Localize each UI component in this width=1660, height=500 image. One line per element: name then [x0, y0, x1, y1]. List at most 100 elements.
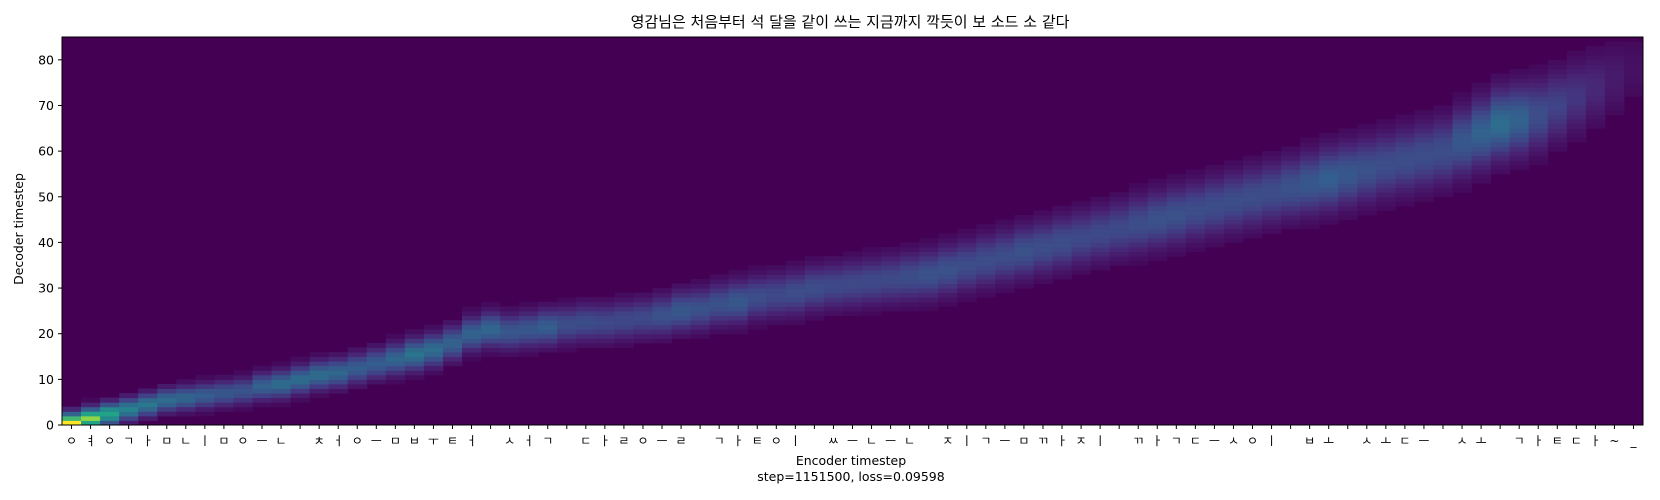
heatmap-cell	[652, 320, 673, 326]
heatmap-cell	[1262, 215, 1282, 221]
heatmap-cell	[1433, 192, 1454, 198]
heatmap-cell	[957, 246, 977, 253]
heatmap-cell	[290, 365, 311, 371]
heatmap-cell	[1433, 160, 1454, 166]
x-axis: ㅇㅕㅇㄱㅏㅁㄴㅣㅁㅇㅡㄴ ㅊㅓㅇㅡㅁㅂㅜㅌㅓ ㅅㅓㄱ ㄷㅏㄹㅇㅡㄹ ㄱㅏㅌㅇㅣ …	[66, 425, 1637, 448]
heatmap-cell	[1204, 187, 1225, 193]
heatmap-cell	[938, 301, 958, 307]
heatmap-cell	[1566, 64, 1587, 70]
heatmap-cell	[1185, 187, 1206, 193]
heatmap-cell	[462, 324, 482, 330]
heatmap-cell	[1071, 205, 1092, 211]
heatmap-cell	[481, 333, 501, 339]
heatmap-cell	[481, 351, 501, 358]
heatmap-cell	[862, 297, 882, 303]
heatmap-cell	[1281, 187, 1301, 193]
heatmap-cell	[1566, 119, 1587, 125]
heatmap-cell	[290, 393, 311, 399]
heatmap-cell	[976, 224, 996, 230]
heatmap-cell	[1490, 105, 1511, 111]
heatmap-cell	[823, 283, 844, 289]
heatmap-cell	[1166, 251, 1187, 257]
heatmap-cell	[290, 374, 311, 380]
heatmap-cell	[1033, 274, 1054, 280]
heatmap-cell	[1300, 141, 1320, 148]
heatmap-cell	[1490, 82, 1511, 88]
heatmap-cell	[252, 393, 273, 399]
heatmap-cell	[385, 333, 406, 339]
heatmap-cell	[919, 278, 939, 284]
x-tick-label: ㅇ	[771, 434, 782, 448]
heatmap-cell	[1166, 210, 1187, 216]
heatmap-cell	[1319, 160, 1339, 166]
heatmap-cell	[1395, 141, 1415, 148]
heatmap-cell	[595, 297, 615, 303]
heatmap-cell	[157, 388, 177, 394]
heatmap-cell	[1471, 123, 1492, 129]
y-tick-label: 10	[38, 372, 54, 387]
heatmap-cell	[595, 315, 615, 321]
heatmap-cell	[900, 269, 920, 275]
heatmap-cell	[1242, 196, 1263, 202]
heatmap-cell	[938, 288, 958, 294]
heatmap-cell	[1566, 50, 1587, 56]
heatmap-cell	[595, 324, 615, 330]
heatmap-cell	[1052, 219, 1073, 225]
heatmap-cell	[1242, 205, 1263, 211]
heatmap-cell	[1071, 224, 1092, 230]
heatmap-cell	[1242, 169, 1263, 175]
heatmap-cell	[576, 329, 596, 335]
heatmap-cell	[1281, 160, 1301, 166]
heatmap-cell	[919, 269, 939, 275]
heatmap-cell	[1585, 55, 1606, 61]
heatmap-cell	[938, 274, 958, 280]
x-tick-label: ㅗ	[1323, 434, 1334, 448]
heatmap-cell	[442, 338, 463, 344]
heatmap-cell	[233, 397, 253, 403]
heatmap-cell	[1109, 196, 1130, 202]
heatmap-cell	[1109, 205, 1130, 211]
heatmap-cell	[1585, 100, 1606, 106]
heatmap-cell	[804, 265, 825, 271]
x-tick-label: ㅌ	[1552, 434, 1563, 448]
heatmap-cell	[423, 370, 444, 376]
heatmap-cell	[519, 342, 539, 348]
heatmap-cell	[1623, 82, 1644, 88]
heatmap-cell	[728, 292, 749, 298]
heatmap-cell	[1109, 224, 1130, 230]
heatmap-cell	[385, 347, 406, 353]
heatmap-cell	[671, 292, 692, 298]
heatmap-cell	[1223, 215, 1244, 221]
heatmap-cell	[233, 383, 253, 389]
heatmap-cell	[1395, 187, 1415, 193]
x-tick-label: ㅏ	[1533, 434, 1544, 448]
heatmap-cell	[842, 278, 863, 284]
heatmap-cell	[652, 324, 673, 330]
heatmap-cell	[385, 351, 406, 358]
heatmap-cell	[1204, 215, 1225, 221]
heatmap-cell	[595, 310, 615, 316]
heatmap-cell	[1623, 64, 1644, 70]
heatmap-cell	[557, 347, 577, 353]
heatmap-cell	[271, 361, 292, 367]
x-tick-label: ㅁ	[1018, 434, 1029, 448]
heatmap-cell	[1471, 82, 1492, 88]
heatmap-cell	[1242, 233, 1263, 239]
heatmap-cell	[1357, 164, 1377, 170]
x-tick-label: ㅏ	[733, 434, 744, 448]
heatmap-cell	[938, 278, 958, 284]
heatmap-cell	[481, 338, 501, 344]
heatmap-cell	[1376, 160, 1396, 166]
heatmap-cell	[252, 379, 273, 385]
heatmap-cell	[1433, 114, 1454, 120]
heatmap-cell	[1395, 183, 1415, 189]
heatmap-cell	[157, 406, 177, 412]
x-tick-label: ㅡ	[656, 434, 667, 448]
heatmap-cell	[862, 246, 882, 253]
heatmap-cell	[881, 301, 901, 307]
heatmap-cell	[747, 320, 768, 326]
heatmap-cell	[138, 402, 158, 408]
heatmap-cell	[1185, 246, 1206, 253]
heatmap-cell	[1452, 132, 1473, 138]
heatmap-cell	[1509, 87, 1530, 93]
